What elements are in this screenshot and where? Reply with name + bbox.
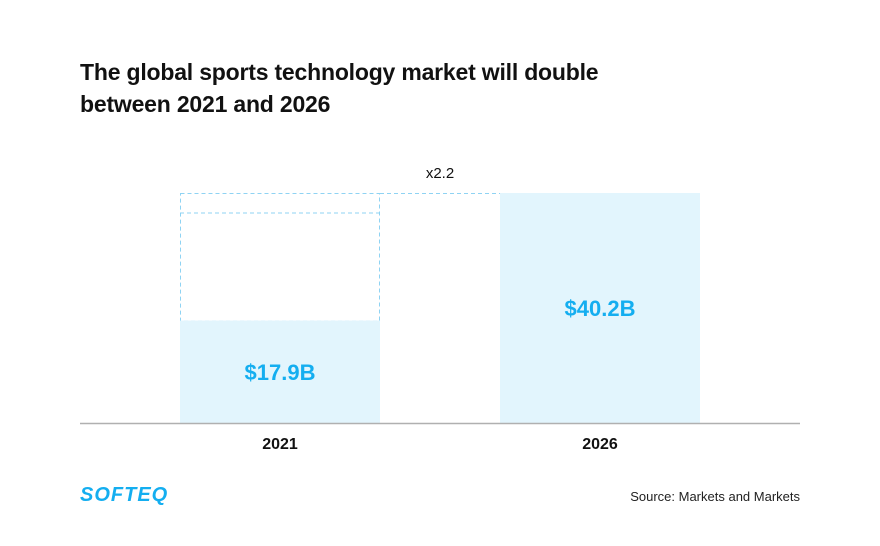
category-label-2026: 2026 bbox=[582, 436, 618, 453]
chart-title-line-2: between 2021 and 2026 bbox=[80, 91, 331, 117]
growth-outline-box bbox=[180, 193, 380, 322]
bar-2026 bbox=[500, 193, 700, 423]
category-label-2021: 2021 bbox=[262, 436, 298, 453]
source-note: Source: Markets and Markets bbox=[630, 489, 800, 504]
bar-2021 bbox=[180, 320, 380, 423]
value-label-2021: $17.9B bbox=[245, 360, 316, 385]
value-label-2026: $40.2B bbox=[565, 296, 636, 321]
softeq-logo: SOFTEQ bbox=[80, 484, 169, 506]
chart-title-line-1: The global sports technology market will… bbox=[80, 59, 599, 85]
growth-multiplier-label: x2.2 bbox=[426, 165, 454, 182]
chart-title: The global sports technology market will… bbox=[80, 56, 800, 120]
